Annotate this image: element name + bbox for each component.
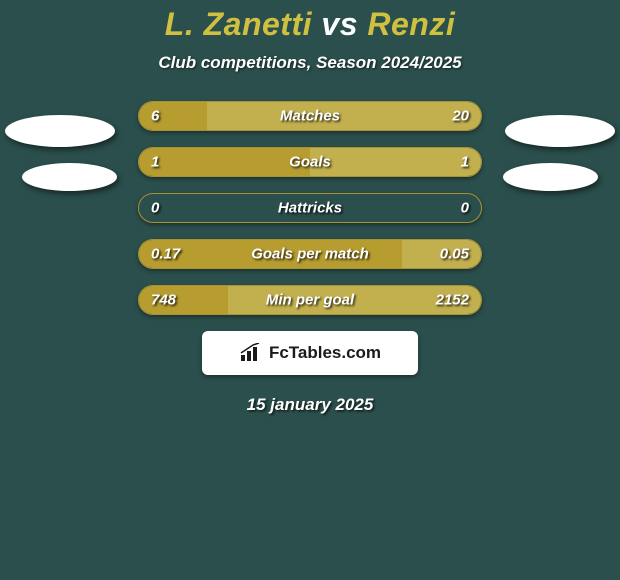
- stat-value-right: 0.05: [440, 246, 469, 263]
- fill-right: [310, 148, 481, 176]
- decoration-ellipse: [5, 115, 115, 147]
- stat-value-left: 748: [151, 292, 176, 309]
- decoration-ellipse: [22, 163, 117, 191]
- stat-label: Hattricks: [278, 200, 342, 217]
- stat-row-hattricks: 0 Hattricks 0: [138, 193, 482, 223]
- logo-text: FcTables.com: [269, 343, 381, 363]
- fill-left: [139, 148, 310, 176]
- player1-name: L. Zanetti: [165, 6, 312, 42]
- stats-area: 6 Matches 20 1 Goals 1 0 Hattricks 0: [0, 101, 620, 315]
- stat-row-gpm: 0.17 Goals per match 0.05: [138, 239, 482, 269]
- stat-label: Matches: [280, 108, 340, 125]
- stat-rows: 6 Matches 20 1 Goals 1 0 Hattricks 0: [138, 101, 482, 315]
- stat-row-matches: 6 Matches 20: [138, 101, 482, 131]
- stat-value-right: 0: [461, 200, 469, 217]
- fill-right: [207, 102, 481, 130]
- logo-box[interactable]: FcTables.com: [202, 331, 418, 375]
- fill-left: [139, 102, 207, 130]
- stat-label: Min per goal: [266, 292, 354, 309]
- decoration-ellipse: [503, 163, 598, 191]
- subtitle: Club competitions, Season 2024/2025: [0, 53, 620, 73]
- stat-row-mpg: 748 Min per goal 2152: [138, 285, 482, 315]
- stat-value-left: 0: [151, 200, 159, 217]
- comparison-widget: L. Zanetti vs Renzi Club competitions, S…: [0, 0, 620, 415]
- stat-value-right: 2152: [436, 292, 469, 309]
- stat-value-right: 1: [461, 154, 469, 171]
- bar-chart-icon: [239, 343, 263, 363]
- stat-value-left: 0.17: [151, 246, 180, 263]
- stat-value-left: 6: [151, 108, 159, 125]
- date: 15 january 2025: [0, 395, 620, 415]
- stat-label: Goals per match: [251, 246, 369, 263]
- decoration-ellipse: [505, 115, 615, 147]
- stat-row-goals: 1 Goals 1: [138, 147, 482, 177]
- player2-name: Renzi: [367, 6, 455, 42]
- vs-text: vs: [321, 6, 358, 42]
- stat-value-left: 1: [151, 154, 159, 171]
- stat-value-right: 20: [452, 108, 469, 125]
- stat-label: Goals: [289, 154, 331, 171]
- title: L. Zanetti vs Renzi: [0, 6, 620, 43]
